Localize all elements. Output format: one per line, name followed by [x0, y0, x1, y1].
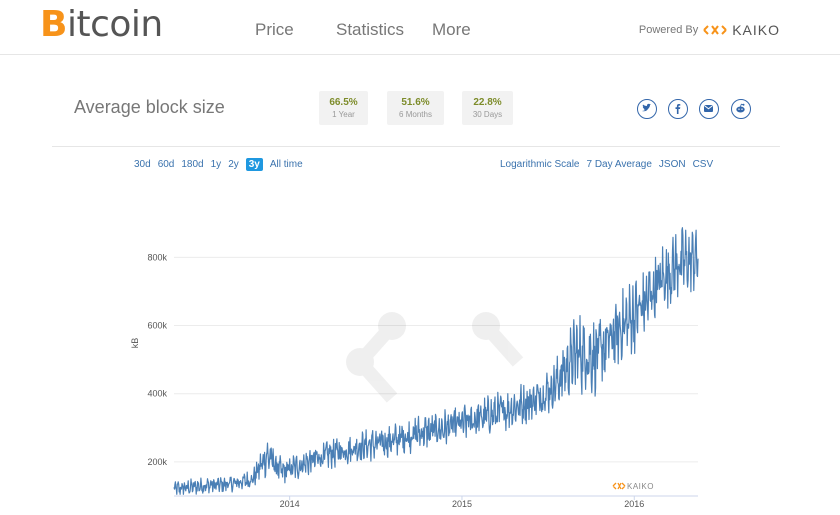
range-30d[interactable]: 30d [134, 159, 151, 170]
top-bar: Bitcoin Price Statistics More Powered By… [0, 0, 840, 55]
divider [52, 146, 780, 147]
range-selector: 30d 60d 180d 1y 2y 3y All time [134, 158, 303, 171]
y-tick-label: 800k [147, 252, 167, 262]
watermark-icon [346, 312, 524, 403]
chart-grid: 200k 400k 600k 800k [147, 252, 698, 467]
page-title: Average block size [74, 97, 225, 117]
series-line [173, 227, 699, 495]
option-7-day-average[interactable]: 7 Day Average [586, 159, 652, 170]
powered-by-label: Powered By [638, 24, 699, 36]
range-180d[interactable]: 180d [181, 159, 204, 170]
facebook-icon[interactable] [668, 99, 688, 119]
twitter-icon[interactable] [637, 99, 657, 119]
x-tick-label: 2014 [280, 499, 300, 509]
axis-ticks: 2014 2015 2016 [280, 496, 644, 509]
bitcoin-logo[interactable]: Bitcoin [40, 4, 163, 45]
stat-value: 22.8% [473, 97, 502, 108]
kaiko-logo-icon [703, 25, 727, 35]
stat-value: 66.5% [329, 97, 358, 108]
option-log-scale[interactable]: Logarithmic Scale [500, 159, 580, 170]
y-axis-label: kB [130, 338, 140, 349]
reddit-icon[interactable] [731, 99, 751, 119]
x-tick-label: 2015 [452, 499, 472, 509]
chart-options: Logarithmic Scale 7 Day Average JSON CSV [500, 159, 713, 170]
stat-label: 6 Months [399, 110, 432, 119]
nav-price[interactable]: Price [255, 20, 294, 39]
logo-b: B [40, 4, 67, 45]
watermark-text: KAIKO [627, 482, 654, 491]
email-icon[interactable] [699, 99, 719, 119]
range-60d[interactable]: 60d [157, 159, 175, 170]
nav-statistics[interactable]: Statistics [336, 20, 405, 39]
y-tick-label: 400k [147, 389, 167, 399]
stat-value: 51.6% [401, 97, 430, 108]
nav-more[interactable]: More [432, 20, 471, 39]
range-1y[interactable]: 1y [210, 159, 222, 170]
x-tick-label: 2016 [624, 499, 644, 509]
stat-6-months: 51.6% 6 Months [387, 91, 444, 125]
logo-text: itcoin [66, 4, 163, 45]
powered-by[interactable]: Powered By KAIKO [639, 22, 780, 38]
range-all-time[interactable]: All time [269, 159, 303, 170]
range-2y[interactable]: 2y [228, 159, 239, 170]
stat-label: 1 Year [332, 110, 355, 119]
range-3y-active[interactable]: 3y [245, 158, 263, 171]
kaiko-brand: KAIKO [732, 22, 780, 38]
y-tick-label: 200k [147, 457, 167, 467]
chart-watermark: KAIKO [612, 482, 654, 491]
stat-1-year: 66.5% 1 Year [319, 91, 368, 125]
option-json[interactable]: JSON [658, 159, 686, 170]
y-tick-label: 600k [147, 321, 167, 331]
option-csv[interactable]: CSV [692, 159, 714, 170]
stat-30-days: 22.8% 30 Days [462, 91, 513, 125]
stat-label: 30 Days [472, 110, 503, 119]
